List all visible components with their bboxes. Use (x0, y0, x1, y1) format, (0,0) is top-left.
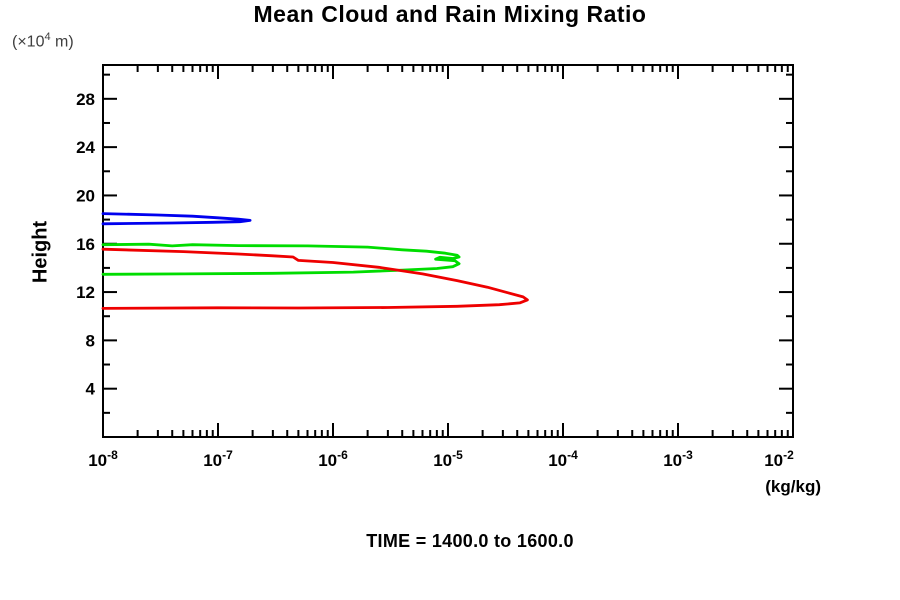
x-tick-label: 10-7 (203, 448, 233, 470)
time-annotation: TIME = 1400.0 to 1600.0 (366, 531, 574, 551)
y-tick-label: 28 (76, 90, 95, 109)
y-axis-unit-prefix: (×10 (12, 33, 45, 51)
series-blue-line (101, 212, 252, 226)
x-axis-unit-label: (kg/kg) (765, 477, 821, 496)
y-tick-label: 24 (76, 138, 95, 157)
y-axis-unit-label: (×104 m) (12, 31, 74, 51)
series-green-line (101, 242, 461, 276)
x-tick-labels: 10-8 10-7 10-6 10-5 10-4 10-3 10-2 (88, 448, 794, 470)
x-tick-label: 10-5 (433, 448, 463, 470)
y-tick-labels: 4 8 12 16 20 24 28 (76, 90, 95, 399)
y-tick-label: 20 (76, 186, 95, 205)
y-axis-unit-suffix: m) (50, 33, 74, 51)
x-tick-label: 10-6 (318, 448, 348, 470)
y-tick-label: 12 (76, 283, 95, 302)
y-tick-label: 16 (76, 235, 95, 254)
y-tick-label: 4 (86, 380, 96, 399)
x-tick-label: 10-8 (88, 448, 118, 470)
series-red-line (101, 247, 529, 310)
x-tick-label: 10-4 (548, 448, 578, 470)
y-tick-label: 8 (86, 331, 95, 350)
x-tick-label: 10-2 (764, 448, 794, 470)
y-axis-unit-exponent: 4 (44, 31, 51, 43)
axis-ticks (102, 65, 794, 437)
x-tick-label: 10-3 (663, 448, 693, 470)
chart-title: Mean Cloud and Rain Mixing Ratio (253, 1, 647, 27)
plot-frame (102, 64, 794, 438)
